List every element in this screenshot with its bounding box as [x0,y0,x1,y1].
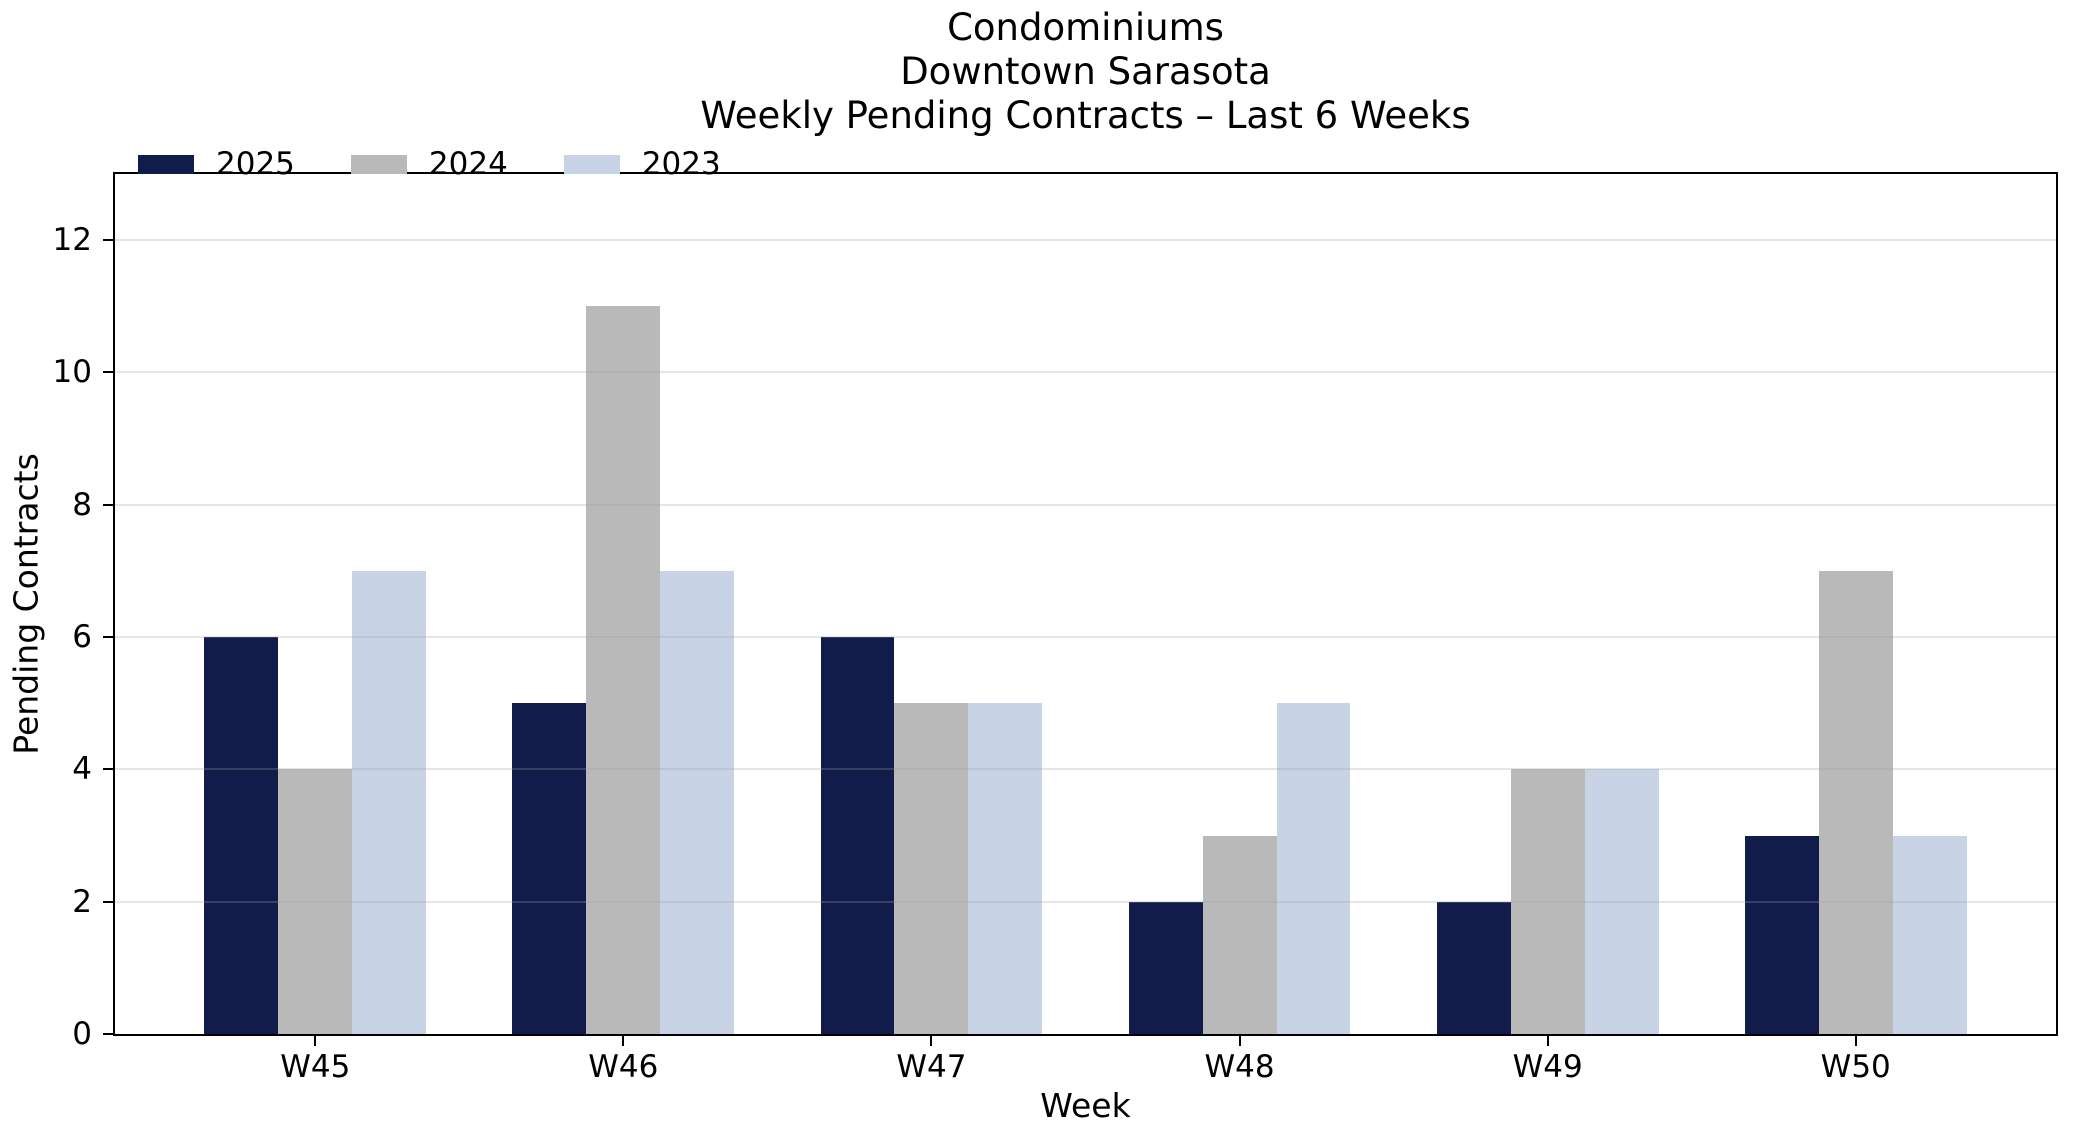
x-tick-mark-W46 [622,1036,625,1046]
x-tick-mark-W49 [1546,1036,1549,1046]
title-line-3: Weekly Pending Contracts – Last 6 Weeks [700,94,1471,137]
legend-swatch-2025 [138,154,194,174]
y-tick-label-6: 6 [72,619,92,656]
bar-2023-W50 [1892,835,1967,1034]
plot-area [113,172,2058,1036]
bar-2025-W46 [512,703,587,1034]
bar-2025-W50 [1744,835,1819,1034]
bar-2025-W47 [820,637,895,1034]
y-tick-mark-8 [103,503,113,506]
y-tick-label-4: 4 [72,751,92,788]
legend-item-2025: 2025 [138,146,295,182]
bar-2023-W48 [1276,703,1351,1034]
x-tick-label-W50: W50 [1820,1049,1891,1085]
x-tick-label-W49: W49 [1512,1049,1583,1085]
legend-label-2024: 2024 [428,146,508,182]
legend-swatch-2023 [563,154,620,174]
legend-item-2023: 2023 [563,146,721,182]
y-tick-label-8: 8 [72,486,92,523]
bar-2023-W46 [660,570,735,1034]
legend-label-2023: 2023 [641,146,721,182]
y-tick-label-0: 0 [72,1016,92,1052]
bar-2023-W47 [968,703,1043,1034]
y-tick-mark-12 [103,239,113,242]
bar-2024-W45 [278,769,353,1034]
legend-item-2024: 2024 [350,146,508,182]
y-tick-mark-2 [103,900,113,903]
y-tick-mark-4 [103,768,113,771]
x-tick-label-W45: W45 [280,1049,351,1085]
y-tick-mark-0 [103,1033,113,1035]
bar-2024-W50 [1818,570,1893,1034]
x-tick-label-W46: W46 [588,1049,659,1085]
chart-title: Condominiums Downtown Sarasota Weekly Pe… [113,6,2058,138]
x-tick-mark-W50 [1854,1036,1857,1046]
gridline-y-8 [115,503,2056,506]
gridline-y-6 [115,636,2056,639]
bar-2025-W48 [1128,901,1203,1034]
y-tick-mark-6 [103,636,113,639]
bar-2025-W45 [204,637,279,1034]
title-line-1: Condominiums [947,6,1224,49]
x-tick-mark-W45 [314,1036,317,1046]
legend: 2025 2024 2023 [138,146,777,182]
x-tick-label-W48: W48 [1204,1049,1275,1085]
bar-2023-W49 [1584,769,1659,1034]
legend-label-2025: 2025 [216,146,295,182]
y-tick-label-2: 2 [72,883,92,920]
bar-2024-W49 [1510,769,1585,1034]
y-tick-mark-10 [103,371,113,374]
bar-2025-W49 [1436,901,1511,1034]
gridline-y-10 [115,371,2056,374]
legend-swatch-2024 [350,154,407,174]
y-tick-label-12: 12 [52,222,92,259]
bar-2024-W46 [586,306,661,1034]
x-tick-label-W47: W47 [896,1049,967,1085]
gridline-y-4 [115,768,2056,771]
title-line-2: Downtown Sarasota [900,50,1271,93]
x-tick-mark-W48 [1238,1036,1241,1046]
bar-2024-W48 [1202,835,1277,1034]
bar-2023-W45 [352,570,427,1034]
gridline-y-12 [115,239,2056,242]
bar-2024-W47 [894,703,969,1034]
x-tick-mark-W47 [930,1036,933,1046]
gridline-y-2 [115,900,2056,903]
x-axis-label: Week [1040,1086,1131,1125]
y-tick-label-10: 10 [52,354,92,391]
